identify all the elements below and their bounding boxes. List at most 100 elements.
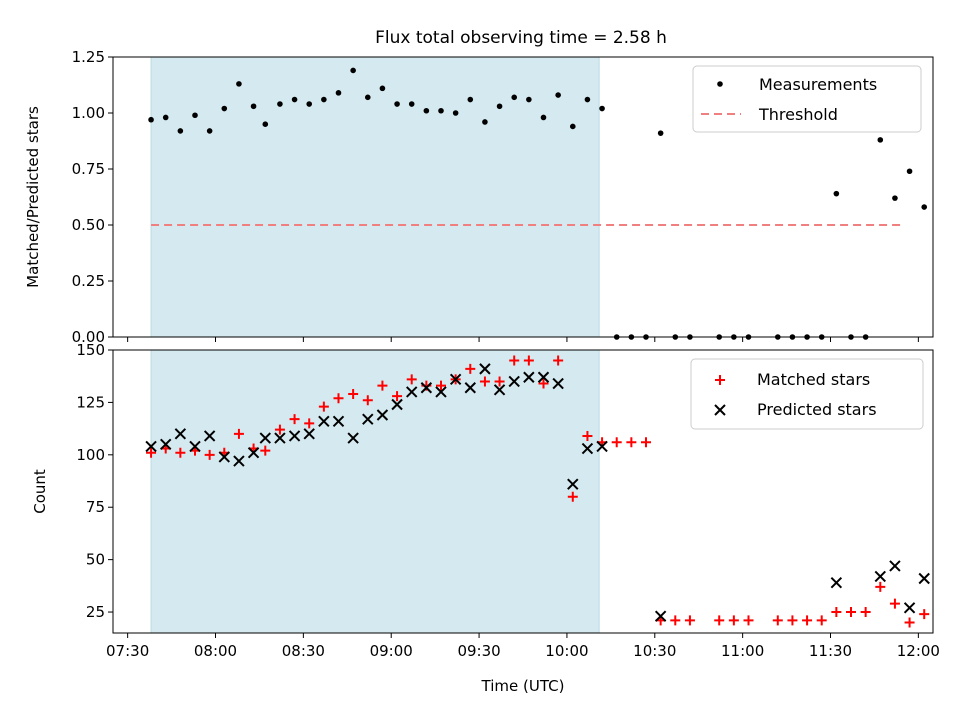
y-tick-label: 1.00 (72, 104, 105, 122)
measurement-point (804, 334, 810, 340)
matched-stars-point (611, 437, 622, 448)
y-tick-label: 100 (76, 446, 105, 464)
predicted-stars-point (493, 384, 506, 396)
predicted-stars-point (918, 572, 930, 585)
legend-box (690, 358, 924, 430)
measurement-point (236, 81, 242, 87)
legend-label: Threshold (758, 105, 838, 124)
measurement-point (467, 96, 474, 103)
x-tick-label: 07:30 (106, 642, 149, 660)
legend-marker-measurements (717, 81, 723, 87)
y-tick-label: 1.25 (72, 48, 105, 66)
matched-stars-point (333, 393, 344, 404)
legend-marker-matched (715, 375, 725, 385)
measurement-point (716, 334, 723, 340)
measurement-point (921, 204, 928, 210)
predicted-stars-point (318, 415, 330, 427)
predicted-stars-point (274, 432, 286, 444)
matched-stars-point (714, 615, 725, 626)
matched-stars-point (641, 437, 651, 448)
matched-stars-point (509, 355, 520, 366)
matched-stars-point (348, 389, 359, 400)
matched-stars-point (567, 491, 578, 502)
legend-box (692, 65, 922, 133)
chart-title: Flux total observing time = 2.58 h (375, 28, 667, 48)
measurement-point (277, 101, 283, 107)
predicted-stars-point (247, 447, 260, 459)
legend-label: Measurements (759, 75, 877, 94)
measurement-point (613, 334, 620, 340)
measurement-point (162, 114, 169, 121)
matched-stars-point (846, 607, 856, 618)
predicted-stars-point (903, 602, 916, 614)
x-tick-label: 11:30 (809, 642, 852, 660)
measurement-point (394, 101, 400, 107)
measurement-point (818, 334, 825, 340)
measurement-point (496, 103, 503, 110)
measurement-point (569, 123, 576, 130)
matched-stars-point (494, 376, 505, 387)
legend-marker-predicted (714, 404, 726, 416)
predicted-stars-point (581, 442, 594, 455)
matched-stars-point (289, 414, 300, 425)
predicted-stars-point (145, 440, 157, 453)
x-axis-label: Time (UTC) (481, 677, 565, 695)
predicted-stars-point (332, 415, 345, 427)
matched-stars-point (523, 355, 534, 366)
predicted-stars-point (233, 455, 245, 467)
y-tick-label: 75 (86, 498, 105, 516)
measurement-point (423, 107, 430, 114)
matched-stars-point (465, 363, 476, 374)
measurement-point (177, 128, 184, 134)
matched-stars-point (582, 430, 593, 441)
predicted-stars-point (160, 438, 172, 451)
y-tick-label: 0.50 (72, 216, 105, 234)
matched-stars-point (816, 615, 827, 626)
measurement-point (221, 105, 228, 112)
measurement-point (408, 101, 415, 107)
matched-stars-point (802, 615, 813, 626)
y-tick-label: 150 (76, 341, 105, 359)
measurement-point (833, 190, 840, 197)
matched-stars-point (919, 609, 930, 620)
predicted-stars-point (203, 430, 216, 442)
measurement-point (482, 119, 488, 125)
measurement-point (745, 334, 752, 340)
y-axis-label: Count (31, 469, 49, 514)
measurement-point (335, 90, 342, 96)
matched-stars-point (274, 424, 285, 435)
matched-stars-point (175, 447, 186, 458)
measurement-point (687, 334, 693, 340)
matched-stars-point (479, 376, 490, 387)
measurement-point (789, 334, 796, 340)
measurement-point (906, 168, 913, 175)
measurement-point (250, 103, 257, 110)
predicted-stars-point (420, 382, 433, 394)
y-tick-label: 50 (86, 551, 105, 569)
matched-stars-point (318, 401, 329, 412)
matched-stars-point (538, 378, 549, 389)
predicted-stars-point (303, 428, 315, 440)
matched-stars-point (875, 581, 886, 592)
measurement-point (364, 94, 371, 101)
matched-stars-point (304, 418, 315, 429)
matched-stars-point (772, 615, 783, 626)
measurement-point (148, 116, 154, 123)
legend-label: Matched stars (757, 370, 870, 389)
matched-stars-point (670, 615, 681, 626)
predicted-stars-point (830, 576, 843, 589)
legend: Matched stars Predicted stars (690, 358, 924, 430)
measurement-point (291, 96, 298, 103)
measurement-point (555, 92, 561, 98)
predicted-stars-point (218, 451, 230, 463)
legend: Measurements Threshold (692, 65, 922, 133)
highlight-span (150, 349, 600, 634)
x-tick-label: 08:00 (194, 642, 237, 660)
matched-stars-point (362, 395, 373, 406)
matched-stars-point (553, 355, 564, 366)
measurement-point (379, 85, 386, 92)
measurement-point (438, 107, 444, 114)
predicted-stars-point (464, 382, 476, 394)
matched-stars-point (831, 607, 842, 618)
x-tick-label: 09:30 (457, 642, 500, 660)
